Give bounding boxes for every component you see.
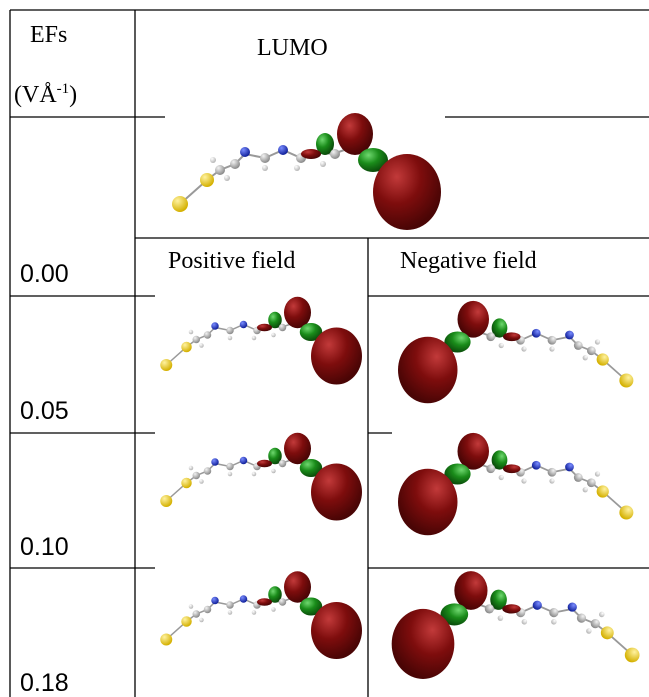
- efs-label: EFs: [30, 22, 67, 48]
- unit-close: ): [69, 82, 77, 108]
- lumo-table: EFs (VÅ-1) LUMO Positive field Negative …: [0, 0, 649, 697]
- field-value: 0.00: [20, 260, 69, 288]
- molecule-image: [160, 571, 362, 659]
- molecule-image: [172, 113, 441, 230]
- unit-label: (VÅ-1): [14, 81, 77, 108]
- unit-exponent: -1: [57, 81, 70, 97]
- lumo-header: LUMO: [257, 35, 328, 61]
- molecule-image: [398, 301, 633, 403]
- molecule-image: [392, 571, 640, 679]
- positive-header: Positive field: [168, 248, 295, 274]
- molecule-image: [398, 433, 633, 535]
- field-value: 0.05: [20, 397, 69, 425]
- molecule-image: [160, 433, 362, 521]
- field-value: 0.10: [20, 533, 69, 561]
- unit-open: (VÅ: [14, 82, 57, 108]
- negative-header: Negative field: [400, 248, 537, 274]
- field-value: 0.18: [20, 669, 69, 697]
- molecule-image: [160, 297, 362, 385]
